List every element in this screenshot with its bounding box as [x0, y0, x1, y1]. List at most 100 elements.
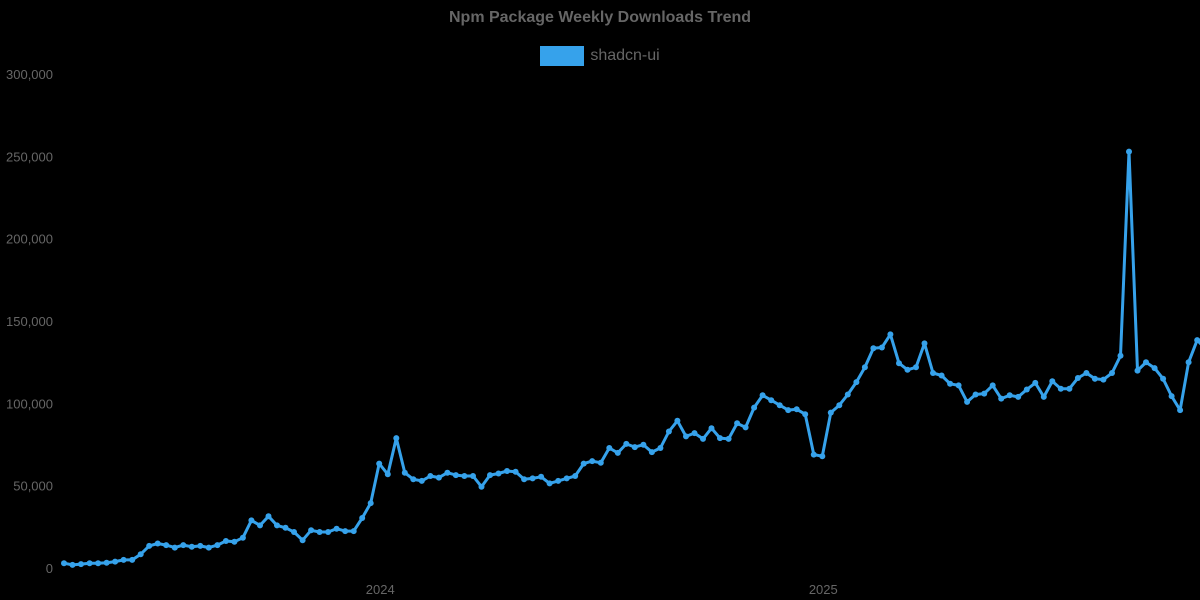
data-point[interactable] — [384, 471, 391, 478]
data-point[interactable] — [1049, 378, 1056, 385]
data-point[interactable] — [333, 525, 340, 532]
data-point[interactable] — [546, 480, 553, 487]
data-point[interactable] — [435, 474, 442, 481]
data-point[interactable] — [205, 544, 212, 551]
data-point[interactable] — [188, 543, 195, 550]
data-point[interactable] — [274, 522, 280, 529]
data-point[interactable] — [257, 522, 263, 529]
data-point[interactable] — [691, 430, 698, 437]
data-point[interactable] — [1015, 393, 1022, 400]
data-point[interactable] — [342, 528, 349, 535]
data-point[interactable] — [589, 458, 596, 465]
data-point[interactable] — [708, 425, 715, 432]
data-point[interactable] — [1023, 386, 1030, 393]
data-point[interactable] — [1066, 385, 1073, 392]
data-point[interactable] — [129, 556, 136, 563]
data-point[interactable] — [674, 417, 681, 424]
data-point[interactable] — [350, 528, 357, 535]
data-point[interactable] — [154, 540, 161, 547]
data-point[interactable] — [1143, 359, 1149, 366]
data-point[interactable] — [367, 500, 374, 507]
data-point[interactable] — [1160, 375, 1167, 382]
data-point[interactable] — [768, 397, 775, 404]
data-point[interactable] — [299, 537, 306, 544]
data-point[interactable] — [1194, 337, 1200, 344]
data-point[interactable] — [495, 470, 502, 477]
data-point[interactable] — [427, 473, 434, 479]
data-point[interactable] — [1117, 352, 1124, 359]
data-point[interactable] — [512, 468, 519, 475]
data-point[interactable] — [120, 556, 127, 563]
data-point[interactable] — [222, 538, 229, 544]
data-point[interactable] — [1074, 375, 1081, 381]
data-point[interactable] — [921, 340, 928, 347]
data-point[interactable] — [623, 440, 630, 447]
data-point[interactable] — [231, 538, 238, 545]
data-point[interactable] — [827, 409, 834, 416]
data-point[interactable] — [78, 561, 84, 568]
data-point[interactable] — [163, 542, 170, 549]
data-point[interactable] — [86, 560, 93, 567]
data-point[interactable] — [103, 559, 110, 566]
data-point[interactable] — [614, 449, 621, 456]
data-point[interactable] — [938, 372, 945, 379]
data-point[interactable] — [171, 544, 178, 551]
data-point[interactable] — [61, 560, 67, 567]
data-point[interactable] — [725, 435, 732, 442]
data-point[interactable] — [487, 472, 493, 479]
data-point[interactable] — [214, 542, 221, 549]
data-point[interactable] — [563, 475, 570, 482]
data-point[interactable] — [308, 527, 315, 534]
data-point[interactable] — [989, 382, 996, 389]
data-point[interactable] — [785, 407, 792, 414]
data-point[interactable] — [657, 445, 664, 451]
data-point[interactable] — [904, 366, 911, 373]
data-point[interactable] — [810, 451, 817, 458]
data-point[interactable] — [751, 404, 758, 411]
data-point[interactable] — [452, 472, 459, 479]
data-point[interactable] — [137, 551, 144, 558]
data-point[interactable] — [981, 390, 988, 397]
data-point[interactable] — [793, 406, 800, 413]
data-point[interactable] — [802, 411, 809, 418]
data-point[interactable] — [836, 402, 843, 409]
data-point[interactable] — [964, 398, 971, 405]
data-point[interactable] — [640, 441, 647, 448]
data-point[interactable] — [887, 331, 894, 338]
data-point[interactable] — [393, 435, 400, 442]
data-point[interactable] — [555, 477, 562, 484]
data-point[interactable] — [470, 473, 476, 479]
data-point[interactable] — [896, 360, 902, 367]
data-point[interactable] — [683, 433, 689, 440]
data-point[interactable] — [759, 392, 766, 399]
data-point[interactable] — [819, 453, 826, 460]
data-point[interactable] — [504, 468, 510, 474]
data-point[interactable] — [529, 475, 536, 482]
data-point[interactable] — [282, 524, 289, 531]
data-point[interactable] — [1091, 375, 1098, 382]
data-point[interactable] — [572, 473, 579, 479]
data-point[interactable] — [325, 529, 332, 535]
data-point[interactable] — [239, 534, 246, 541]
data-point[interactable] — [1100, 376, 1107, 383]
data-point[interactable] — [401, 469, 408, 476]
data-point[interactable] — [606, 445, 613, 451]
data-point[interactable] — [861, 364, 868, 371]
legend[interactable]: shadcn-ui — [0, 46, 1200, 66]
data-point[interactable] — [316, 529, 323, 535]
data-point[interactable] — [717, 435, 723, 442]
data-point[interactable] — [248, 517, 255, 524]
data-point[interactable] — [930, 370, 936, 376]
data-point[interactable] — [648, 449, 655, 456]
data-point[interactable] — [1083, 370, 1090, 376]
data-point[interactable] — [197, 542, 204, 549]
data-point[interactable] — [1109, 370, 1115, 376]
data-point[interactable] — [972, 391, 979, 398]
data-point[interactable] — [742, 424, 749, 431]
data-point[interactable] — [734, 420, 741, 427]
data-point[interactable] — [359, 515, 366, 521]
data-point[interactable] — [947, 380, 954, 387]
data-point[interactable] — [998, 395, 1005, 402]
data-point[interactable] — [700, 435, 706, 442]
data-point[interactable] — [1032, 379, 1039, 386]
